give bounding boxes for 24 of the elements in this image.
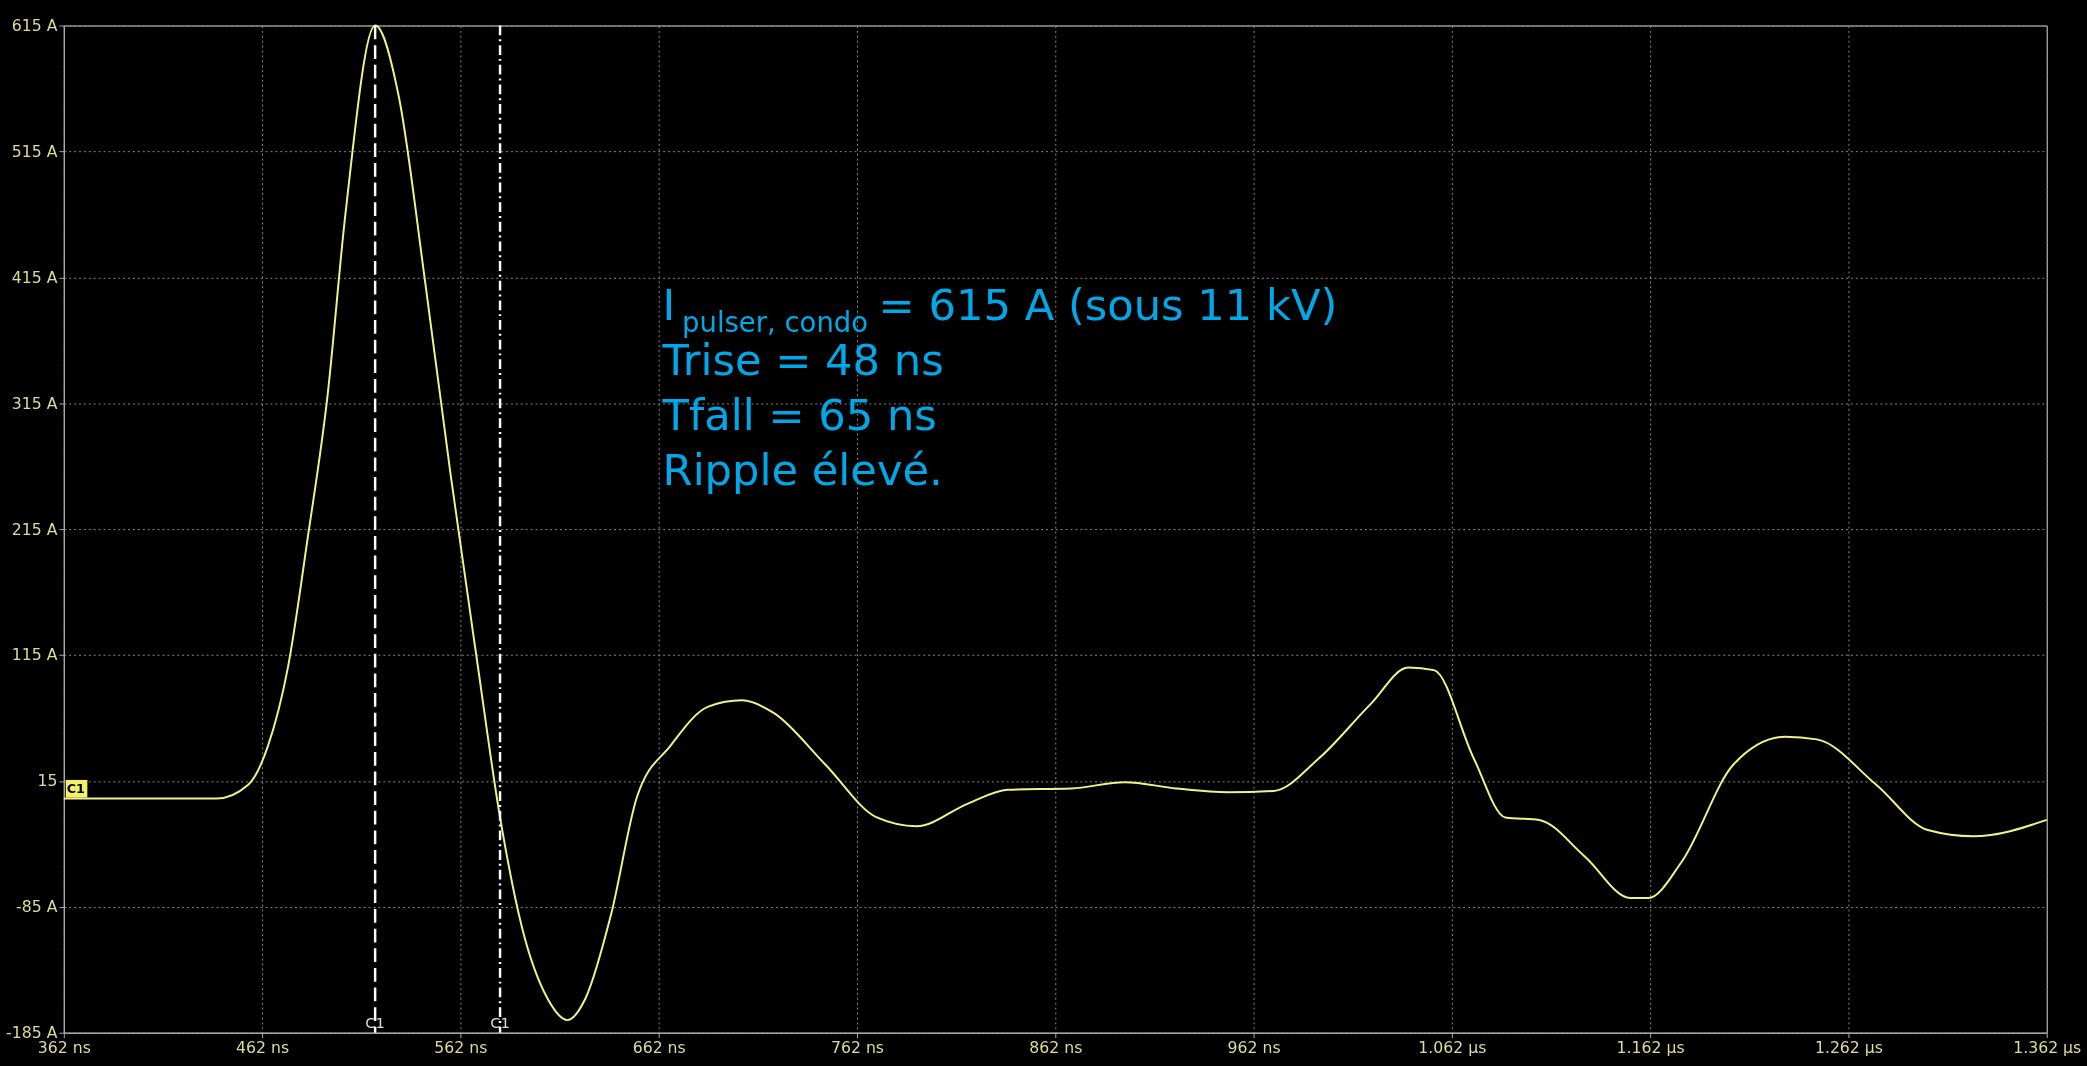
y-tick-label: -85 A [16, 897, 58, 917]
y-tick-label: 215 A [11, 519, 58, 539]
y-tick-label: 515 A [11, 141, 58, 161]
x-tick-label: 1.162 µs [1616, 1037, 1685, 1057]
y-tick-label: 615 A [11, 15, 58, 35]
y-tick-label: 115 A [11, 645, 58, 665]
y-tick-label: 315 A [11, 393, 58, 413]
x-tick-label: 762 ns [830, 1037, 884, 1057]
annotation: Tfall = 65 ns [661, 389, 937, 440]
x-tick-label: 662 ns [632, 1037, 686, 1057]
x-tick-label: 362 ns [37, 1037, 91, 1057]
x-tick-label: 962 ns [1227, 1037, 1281, 1057]
x-tick-label: 1.262 µs [1814, 1037, 1883, 1057]
x-tick-label: 862 ns [1029, 1037, 1083, 1057]
x-tick-label: 562 ns [434, 1037, 488, 1057]
y-tick-label: 415 A [11, 267, 58, 287]
ref-line-label: C1 [490, 1013, 510, 1031]
x-tick-label: 1.062 µs [1418, 1037, 1487, 1057]
y-tick-label: 15 [37, 771, 58, 791]
annotation: C1 [66, 780, 85, 796]
ref-line-label: C1 [365, 1013, 385, 1031]
x-tick-label: 1.362 µs [2013, 1037, 2082, 1057]
annotation: Ripple élevé. [662, 444, 943, 495]
x-tick-label: 462 ns [236, 1037, 290, 1057]
